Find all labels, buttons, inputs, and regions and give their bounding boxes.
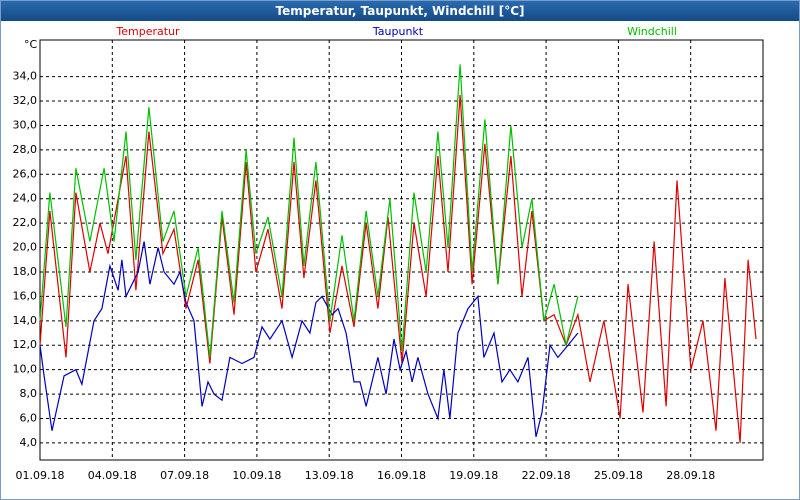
y-tick-label: 8,0 bbox=[20, 387, 38, 400]
x-tick-label: 07.09.18 bbox=[160, 469, 209, 482]
y-tick-label: 20,0 bbox=[13, 241, 38, 254]
x-tick-label: 28.09.18 bbox=[666, 469, 715, 482]
y-tick-label: 18,0 bbox=[13, 265, 38, 278]
y-tick-label: 30,0 bbox=[13, 118, 38, 131]
chart-title: Temperatur, Taupunkt, Windchill [°C] bbox=[275, 4, 525, 18]
y-tick-label: 16,0 bbox=[13, 289, 38, 302]
legend-label: Temperatur bbox=[115, 25, 180, 38]
x-tick-label: 19.09.18 bbox=[449, 469, 498, 482]
y-tick-label: 12,0 bbox=[13, 338, 38, 351]
x-tick-label: 04.09.18 bbox=[88, 469, 137, 482]
y-tick-label: 22,0 bbox=[13, 216, 38, 229]
series-line bbox=[39, 241, 579, 437]
legend-label: Taupunkt bbox=[372, 25, 424, 38]
x-tick-label: 22.09.18 bbox=[522, 469, 571, 482]
title-bar: Temperatur, Taupunkt, Windchill [°C] bbox=[1, 1, 799, 21]
y-tick-label: 32,0 bbox=[13, 94, 38, 107]
y-tick-label: 34,0 bbox=[13, 70, 38, 83]
x-tick-label: 25.09.18 bbox=[594, 469, 643, 482]
x-tick-label: 10.09.18 bbox=[232, 469, 281, 482]
y-tick-label: 14,0 bbox=[13, 314, 38, 327]
legend-label: Windchill bbox=[627, 25, 677, 38]
y-tick-label: 6,0 bbox=[20, 411, 38, 424]
series-line bbox=[39, 64, 579, 358]
y-tick-label: 10,0 bbox=[13, 363, 38, 376]
y-tick-label: 4,0 bbox=[20, 436, 38, 449]
x-tick-label: 16.09.18 bbox=[377, 469, 426, 482]
y-unit: °C bbox=[24, 38, 38, 51]
y-tick-label: 26,0 bbox=[13, 167, 38, 180]
x-tick-label: 13.09.18 bbox=[305, 469, 354, 482]
x-tick-label: 01.09.18 bbox=[16, 469, 65, 482]
y-tick-label: 28,0 bbox=[13, 143, 38, 156]
y-tick-label: 24,0 bbox=[13, 192, 38, 205]
